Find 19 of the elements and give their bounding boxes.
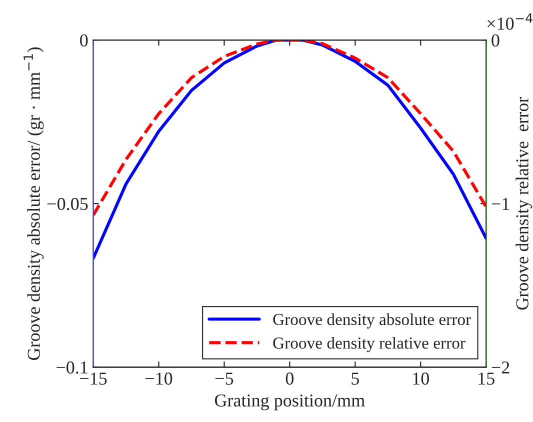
y2-axis-title: Groove density relative error bbox=[516, 96, 532, 310]
x-tick-label: −10 bbox=[146, 372, 172, 385]
x-tick-label: 5 bbox=[352, 372, 359, 385]
y-axis-title: Groove density absolute error/ (gr · mm$^{−1}$) bbox=[24, 47, 44, 360]
y2-tick-label: −1 bbox=[492, 198, 510, 210]
y2-tick-label: 0 bbox=[492, 34, 500, 47]
x-tick-label: −5 bbox=[216, 372, 234, 385]
x-axis-title: Grating position/mm bbox=[214, 394, 365, 410]
x-tick-label: 0 bbox=[286, 372, 294, 385]
y-tick-label: −0.05 bbox=[48, 198, 88, 210]
y-tick-label: 0 bbox=[80, 34, 88, 47]
x-tick-label: −15 bbox=[80, 372, 107, 385]
y2-tick-label: −2 bbox=[492, 361, 510, 374]
x-tick-label: 10 bbox=[413, 372, 429, 385]
x-tick-label: 15 bbox=[478, 372, 494, 385]
y-tick-label: −0.1 bbox=[56, 361, 88, 374]
legend-label: Groove density absolute error bbox=[273, 313, 471, 329]
legend-label: Groove density relative error bbox=[273, 336, 466, 352]
text: ×10$^{−4}$ bbox=[488, 13, 532, 30]
